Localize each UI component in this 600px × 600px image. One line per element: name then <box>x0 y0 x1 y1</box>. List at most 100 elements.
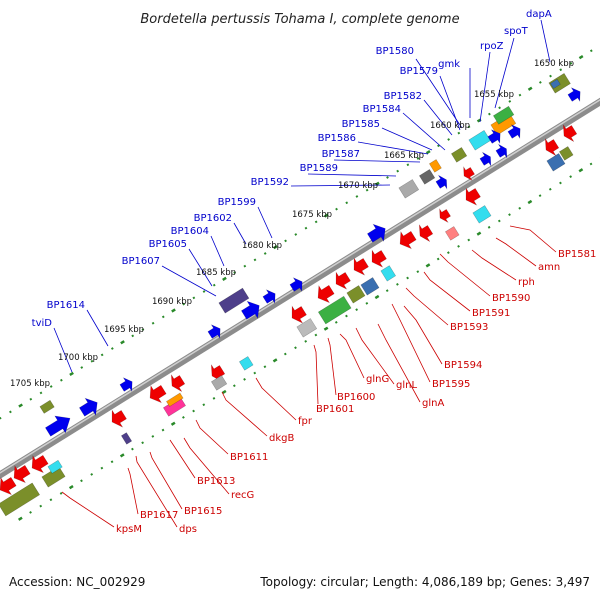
reverse-gene-box <box>317 295 352 325</box>
tick-mark <box>161 428 165 432</box>
forward-gene-arrow <box>463 165 475 182</box>
forward-gene-arrow <box>241 300 260 320</box>
tick-mark <box>100 353 104 357</box>
tick-mark <box>497 219 501 223</box>
reverse-gene-arrow-shape <box>465 187 481 206</box>
reverse-gene-arrow-shape <box>399 230 417 250</box>
forward-gene-label: spoT <box>504 26 529 37</box>
forward-gene-box-shape <box>398 179 420 199</box>
tick-mark <box>446 251 450 255</box>
reverse-gene-arrow-shape <box>545 138 560 156</box>
tick-mark <box>90 473 94 476</box>
reverse-gene-label: rph <box>518 277 535 288</box>
forward-gene-label: BP1582 <box>384 91 422 102</box>
reverse-rna-box-shape <box>0 482 41 517</box>
reverse-leader-line <box>221 391 268 437</box>
tick-mark <box>68 484 74 490</box>
scale-label: 1655 kbp <box>474 90 514 100</box>
tick-mark <box>59 378 63 382</box>
forward-gene-box-shape <box>468 130 491 151</box>
outer-tick-track <box>17 157 600 521</box>
tick-mark <box>447 138 451 141</box>
genome-backbone <box>0 97 600 480</box>
scale-label: 1665 kbp <box>384 151 424 161</box>
reverse-gene-arrow-shape <box>317 284 335 304</box>
inner-tick-track <box>0 49 593 420</box>
forward-leader-line <box>233 222 247 245</box>
reverse-gene-arrow <box>13 464 31 484</box>
reverse-gene-arrow-shape <box>0 476 17 496</box>
forward-gene-box-shape <box>419 169 436 185</box>
tick-mark <box>518 206 522 210</box>
tick-mark <box>365 188 369 192</box>
forward-gene-arrow-shape <box>79 397 98 417</box>
tick-mark <box>69 371 74 376</box>
reverse-gene-label: amn <box>538 262 560 273</box>
forward-leader-line <box>257 206 273 239</box>
tick-mark <box>406 163 410 167</box>
tick-mark <box>294 233 298 236</box>
tick-mark <box>100 466 104 470</box>
reverse-gene-arrow-shape <box>171 374 186 392</box>
tick-mark <box>508 100 512 103</box>
forward-gene-arrow-shape <box>207 324 221 340</box>
forward-gene-box <box>398 179 420 199</box>
reverse-gene-arrow-shape <box>111 409 127 428</box>
tick-mark <box>17 516 23 521</box>
forward-gene-arrow-shape <box>262 289 276 305</box>
tick-mark <box>0 416 2 420</box>
forward-gene-arrow-shape <box>479 151 492 167</box>
reverse-gene-box-shape <box>445 226 460 241</box>
reverse-gene-box-shape <box>296 318 318 338</box>
forward-gene-arrow <box>262 289 276 305</box>
forward-gene-label: BP1605 <box>149 239 187 250</box>
reverse-gene-arrow <box>149 384 167 404</box>
tick-mark <box>569 175 573 179</box>
tick-mark <box>49 385 53 388</box>
tick-mark <box>488 112 491 116</box>
tick-mark <box>527 199 533 205</box>
tick-mark <box>518 93 522 97</box>
tick-mark <box>161 315 165 319</box>
reverse-gene-label: BP1617 <box>140 510 178 521</box>
reverse-gene-arrow-shape <box>31 454 49 474</box>
reverse-gene-label: BP1595 <box>432 379 470 390</box>
reverse-gene-box-shape <box>317 295 352 325</box>
reverse-gene-arrow <box>171 374 186 392</box>
reverse-gene-box <box>445 226 460 241</box>
forward-gene-label: dapA <box>526 9 552 20</box>
tick-mark <box>314 333 318 337</box>
forward-gene-arrow-shape <box>119 377 133 393</box>
tick-mark <box>141 328 145 331</box>
tick-mark <box>170 421 176 426</box>
tick-mark <box>467 238 471 242</box>
forward-leader-line <box>479 51 491 123</box>
forward-gene-arrow <box>567 87 581 103</box>
tick-mark <box>334 320 338 324</box>
forward-gene-label: BP1602 <box>194 213 232 224</box>
tick-mark <box>304 339 308 343</box>
tick-mark <box>578 168 584 173</box>
reverse-gene-label: glnG <box>366 374 389 385</box>
forward-gene-label: BP1614 <box>47 300 85 311</box>
forward-gene-arrow <box>79 397 98 417</box>
forward-gene-arrow-shape <box>487 129 501 145</box>
tick-mark <box>119 453 125 458</box>
tick-mark <box>18 403 23 408</box>
tick-mark <box>437 144 440 148</box>
tick-mark <box>9 410 12 414</box>
reverse-gene-label: BP1581 <box>558 249 596 260</box>
reverse-leader-line <box>313 344 319 405</box>
reverse-gene-box <box>47 459 63 474</box>
forward-gene-label: BP1580 <box>376 46 414 57</box>
tick-mark <box>182 302 186 306</box>
reverse-gene-arrow <box>399 230 417 250</box>
scale-label: 1675 kbp <box>292 210 332 220</box>
forward-gene-box <box>468 130 491 151</box>
reverse-gene-box <box>360 277 380 296</box>
tick-mark <box>283 352 287 356</box>
reverse-gene-arrow <box>0 476 17 496</box>
reverse-leader-line <box>127 467 139 515</box>
tick-mark <box>212 283 216 287</box>
reverse-gene-box-shape <box>211 375 228 391</box>
